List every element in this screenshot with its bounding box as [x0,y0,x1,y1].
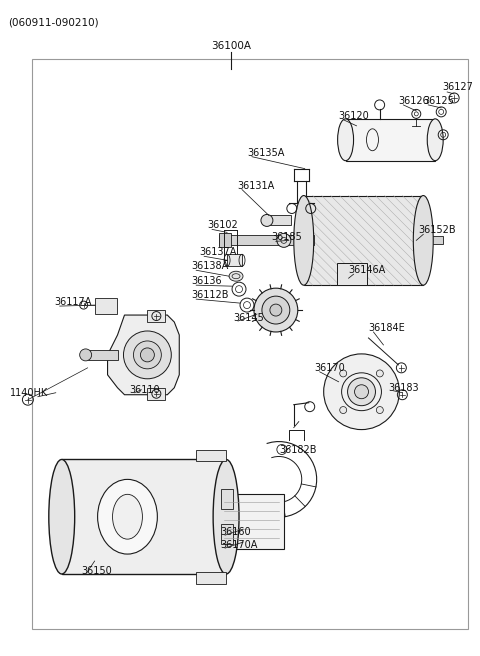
Text: 36160: 36160 [220,527,251,537]
Bar [304,195,423,285]
Circle shape [324,354,399,430]
Text: 36127: 36127 [442,82,473,92]
Circle shape [261,215,273,226]
Bar [219,236,314,245]
Text: (060911-090210): (060911-090210) [8,17,98,28]
Circle shape [133,341,161,369]
Text: 36182B: 36182B [279,445,316,455]
Text: 36183: 36183 [388,382,419,393]
Ellipse shape [49,459,75,574]
Text: 36100A: 36100A [211,41,251,51]
Text: 36170: 36170 [315,363,346,373]
Ellipse shape [112,495,143,539]
Text: 36185: 36185 [271,232,301,242]
Text: 36125: 36125 [423,96,454,106]
Circle shape [376,407,384,413]
Text: 36145: 36145 [233,313,264,323]
Text: 36152B: 36152B [418,226,456,236]
Circle shape [123,331,171,379]
Bar [196,449,226,461]
Text: 36138A: 36138A [191,261,228,271]
Bar [269,215,291,226]
Bar [221,489,233,509]
Bar [221,524,233,544]
Text: 36184E: 36184E [369,323,405,333]
Circle shape [340,370,347,377]
Circle shape [355,385,369,399]
Text: 36110: 36110 [130,385,160,395]
Polygon shape [108,315,179,395]
Text: 36170A: 36170A [220,540,257,550]
Bar [415,236,443,244]
Text: 36102: 36102 [207,220,238,230]
Bar [196,572,226,584]
Circle shape [277,234,291,247]
Ellipse shape [229,271,243,281]
Bar [219,495,284,549]
Bar [62,459,226,574]
Ellipse shape [213,459,239,574]
Text: 36137A: 36137A [199,247,237,257]
Text: 36117A: 36117A [55,297,92,307]
Text: 36120: 36120 [338,111,370,121]
Text: 36126: 36126 [398,96,429,106]
Bar [88,350,118,360]
Circle shape [376,370,384,377]
Bar [219,234,231,247]
Text: 36150: 36150 [82,566,112,576]
Circle shape [262,296,290,324]
Circle shape [141,348,155,362]
Bar [336,263,367,285]
Ellipse shape [413,195,433,285]
Circle shape [254,288,298,332]
Circle shape [270,304,282,316]
Text: 36131A: 36131A [237,180,274,191]
Text: 36135A: 36135A [247,148,284,157]
Text: 1140HK: 1140HK [10,388,48,398]
Bar [32,59,468,628]
Bar [95,298,117,314]
Ellipse shape [294,195,314,285]
Text: 36136: 36136 [191,276,222,286]
Circle shape [80,349,92,361]
Bar [147,388,165,400]
Ellipse shape [427,119,443,161]
Ellipse shape [337,119,354,161]
Bar [147,310,165,322]
Ellipse shape [97,480,157,554]
Circle shape [340,407,347,413]
Bar [346,119,435,161]
Circle shape [348,378,375,405]
Bar [227,255,242,266]
Text: 36112B: 36112B [191,290,228,300]
Text: 36146A: 36146A [348,265,386,276]
